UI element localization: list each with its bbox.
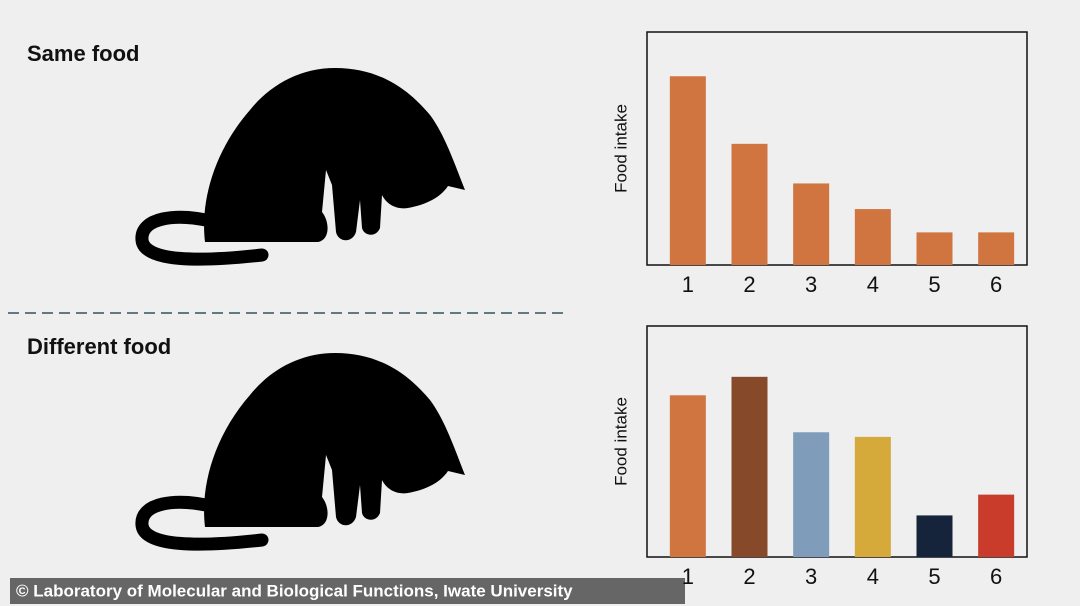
x-tick-label: 2 — [743, 564, 755, 589]
y-axis-label: Food intake — [611, 397, 630, 486]
plot-frame — [646, 31, 1028, 266]
bar — [916, 232, 953, 265]
credit: © Laboratory of Molecular and Biological… — [16, 581, 573, 600]
x-tick-label: 2 — [743, 272, 755, 297]
x-tick-label: 3 — [805, 564, 817, 589]
x-tick-label: 1 — [682, 272, 694, 297]
bar — [854, 209, 891, 265]
x-tick-label: 5 — [928, 272, 940, 297]
bar — [793, 432, 830, 557]
cat-silhouette — [142, 353, 465, 544]
x-tick-label: 3 — [805, 272, 817, 297]
bar — [669, 395, 706, 557]
panel-title: Same food — [27, 41, 139, 66]
x-tick-label: 4 — [867, 272, 879, 297]
x-tick-label: 5 — [928, 564, 940, 589]
bar — [978, 494, 1015, 557]
panel-title: Different food — [27, 334, 171, 359]
bar — [731, 143, 768, 265]
bar — [916, 515, 953, 557]
bar — [669, 76, 706, 266]
bar — [793, 183, 830, 265]
bar — [731, 376, 768, 557]
x-tick-label: 6 — [990, 272, 1002, 297]
x-tick-label: 6 — [990, 564, 1002, 589]
bar — [978, 232, 1015, 265]
bar — [854, 436, 891, 557]
x-tick-label: 4 — [867, 564, 879, 589]
credit-box — [10, 578, 685, 604]
y-axis-label: Food intake — [611, 104, 630, 193]
cat-silhouette — [142, 68, 465, 259]
x-tick-label: 1 — [682, 564, 694, 589]
plot-frame — [646, 325, 1028, 558]
